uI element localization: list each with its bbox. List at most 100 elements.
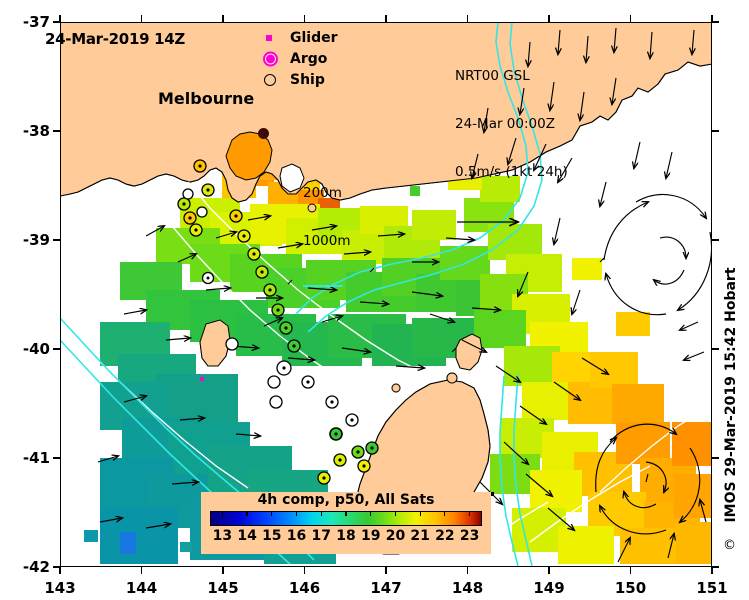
colorbar-label-19: 19	[360, 528, 381, 544]
colorbar-title: 4h comp, p50, All Sats	[257, 492, 435, 508]
colorbar-tick	[345, 511, 347, 516]
colorbar-tick	[469, 511, 471, 516]
melbourne-city-dot	[258, 128, 269, 139]
current-annotation-line1: NRT00 GSL	[455, 68, 530, 84]
timestamp-label: 24-Mar-2019 14Z	[45, 30, 185, 48]
x-tick-label-151: 151	[696, 579, 728, 597]
depth-swatch-1000m	[303, 285, 343, 287]
western-port-overlay	[279, 163, 305, 193]
legend-label-argo: Argo	[290, 50, 328, 67]
x-tick-mark-top	[711, 15, 713, 22]
x-tick-label-149: 149	[533, 579, 565, 597]
current-annotation-line3: 0.5m/s (1kt 24h)	[455, 164, 568, 180]
ship-track-markers	[177, 159, 379, 485]
x-tick-mark-top	[140, 15, 143, 22]
colorbar-label-22: 22	[435, 528, 455, 544]
glider-markers	[200, 377, 494, 496]
x-tick-mark-top	[629, 15, 632, 22]
colorbar-label-13: 13	[212, 528, 233, 544]
y-tick-mark-right	[712, 348, 719, 350]
legend-label-ship: Ship	[290, 71, 325, 88]
x-tick-label-146: 146	[288, 579, 321, 597]
y-tick-mark-right	[712, 457, 719, 459]
depth-legend-1000m: 1000m	[303, 233, 351, 249]
land-flinders-overlay	[455, 333, 483, 371]
colorbar-label-21: 21	[410, 528, 430, 544]
y-tick-mark-right	[712, 566, 719, 568]
colorbar-tick	[444, 511, 446, 516]
current-scale-arrow	[457, 214, 535, 230]
colorbar: 4h comp, p50, All Sats 13 14 15 16 17 18 19 20 2…	[201, 492, 491, 554]
y-tick-mark	[53, 21, 60, 23]
colorbar-label-23: 23	[459, 528, 480, 544]
x-tick-mark	[222, 567, 224, 574]
port-phillip-bay-overlay	[225, 131, 273, 181]
colorbar-tick	[394, 511, 397, 516]
x-tick-label-145: 145	[207, 579, 239, 597]
x-tick-mark-top	[548, 15, 550, 22]
x-tick-label-150: 150	[614, 579, 647, 597]
y-tick-mark-right	[712, 21, 719, 23]
x-tick-mark-top	[222, 15, 224, 22]
colorbar-label-16: 16	[286, 528, 307, 544]
credit-text: IMOS 29-Mar-2019 15:42 Hobart	[723, 267, 739, 523]
y-tick-label--38: -38	[22, 122, 50, 140]
land-islet-a2	[446, 372, 458, 384]
x-tick-label-144: 144	[125, 579, 158, 597]
x-tick-mark-top	[59, 15, 61, 22]
y-tick-label--40: -40	[22, 340, 50, 358]
y-tick-mark-right	[712, 239, 719, 241]
y-tick-label--39: -39	[22, 231, 50, 249]
colorbar-tick	[271, 511, 273, 516]
legend-label-glider: Glider	[290, 29, 338, 46]
y-tick-mark-right	[712, 130, 719, 132]
x-tick-mark	[629, 567, 632, 574]
x-tick-mark	[548, 567, 550, 574]
y-tick-mark	[53, 566, 60, 568]
colorbar-label-15: 15	[262, 528, 282, 544]
melbourne-label: Melbourne	[158, 89, 255, 108]
land-islet-c2	[307, 203, 317, 213]
land-mainland-overlay	[60, 22, 712, 203]
land-islet-b2	[391, 383, 401, 393]
glider-marker-icon	[266, 34, 272, 41]
current-tick-group	[287, 257, 649, 483]
platform-positions-layer[interactable]	[60, 22, 712, 567]
y-tick-mark	[53, 348, 60, 350]
x-tick-mark-top	[303, 15, 306, 22]
y-tick-label--41: -41	[22, 449, 50, 467]
x-tick-mark-top	[466, 15, 469, 22]
x-tick-mark-top	[385, 15, 387, 22]
y-tick-mark	[53, 130, 60, 132]
copyright-symbol: ©	[723, 538, 736, 553]
colorbar-tick	[295, 511, 298, 516]
x-tick-mark	[385, 567, 387, 574]
y-tick-label--37: -37	[22, 13, 50, 31]
argo-marker-icon	[263, 51, 278, 66]
x-tick-mark	[466, 567, 469, 574]
current-annotation: NRT00 GSL 24-Mar 00:00Z 0.5m/s (1kt 24h)	[455, 36, 568, 262]
depth-legend: 200m 1000m	[303, 153, 351, 322]
y-tick-mark	[53, 239, 60, 241]
colorbar-label-18: 18	[336, 528, 356, 544]
colorbar-tick	[246, 511, 248, 516]
x-tick-mark	[711, 567, 713, 574]
colorbar-label-14: 14	[237, 528, 257, 544]
y-tick-mark	[53, 457, 60, 459]
colorbar-label-20: 20	[385, 528, 406, 544]
depth-legend-200m: 200m	[303, 185, 342, 201]
colorbar-label-17: 17	[311, 528, 332, 544]
contour-200m-group	[61, 181, 705, 563]
x-tick-label-148: 148	[451, 579, 484, 597]
colorbar-tick	[320, 511, 322, 516]
x-tick-mark	[140, 567, 143, 574]
y-tick-label--42: -42	[22, 558, 50, 576]
current-annotation-line2: 24-Mar 00:00Z	[455, 116, 555, 132]
ship-marker-icon	[264, 73, 276, 86]
colorbar-tick	[419, 511, 421, 516]
colorbar-tick	[221, 511, 223, 516]
x-tick-label-143: 143	[44, 579, 76, 597]
land-king-island-overlay	[199, 319, 231, 367]
colorbar-tick	[370, 511, 372, 516]
